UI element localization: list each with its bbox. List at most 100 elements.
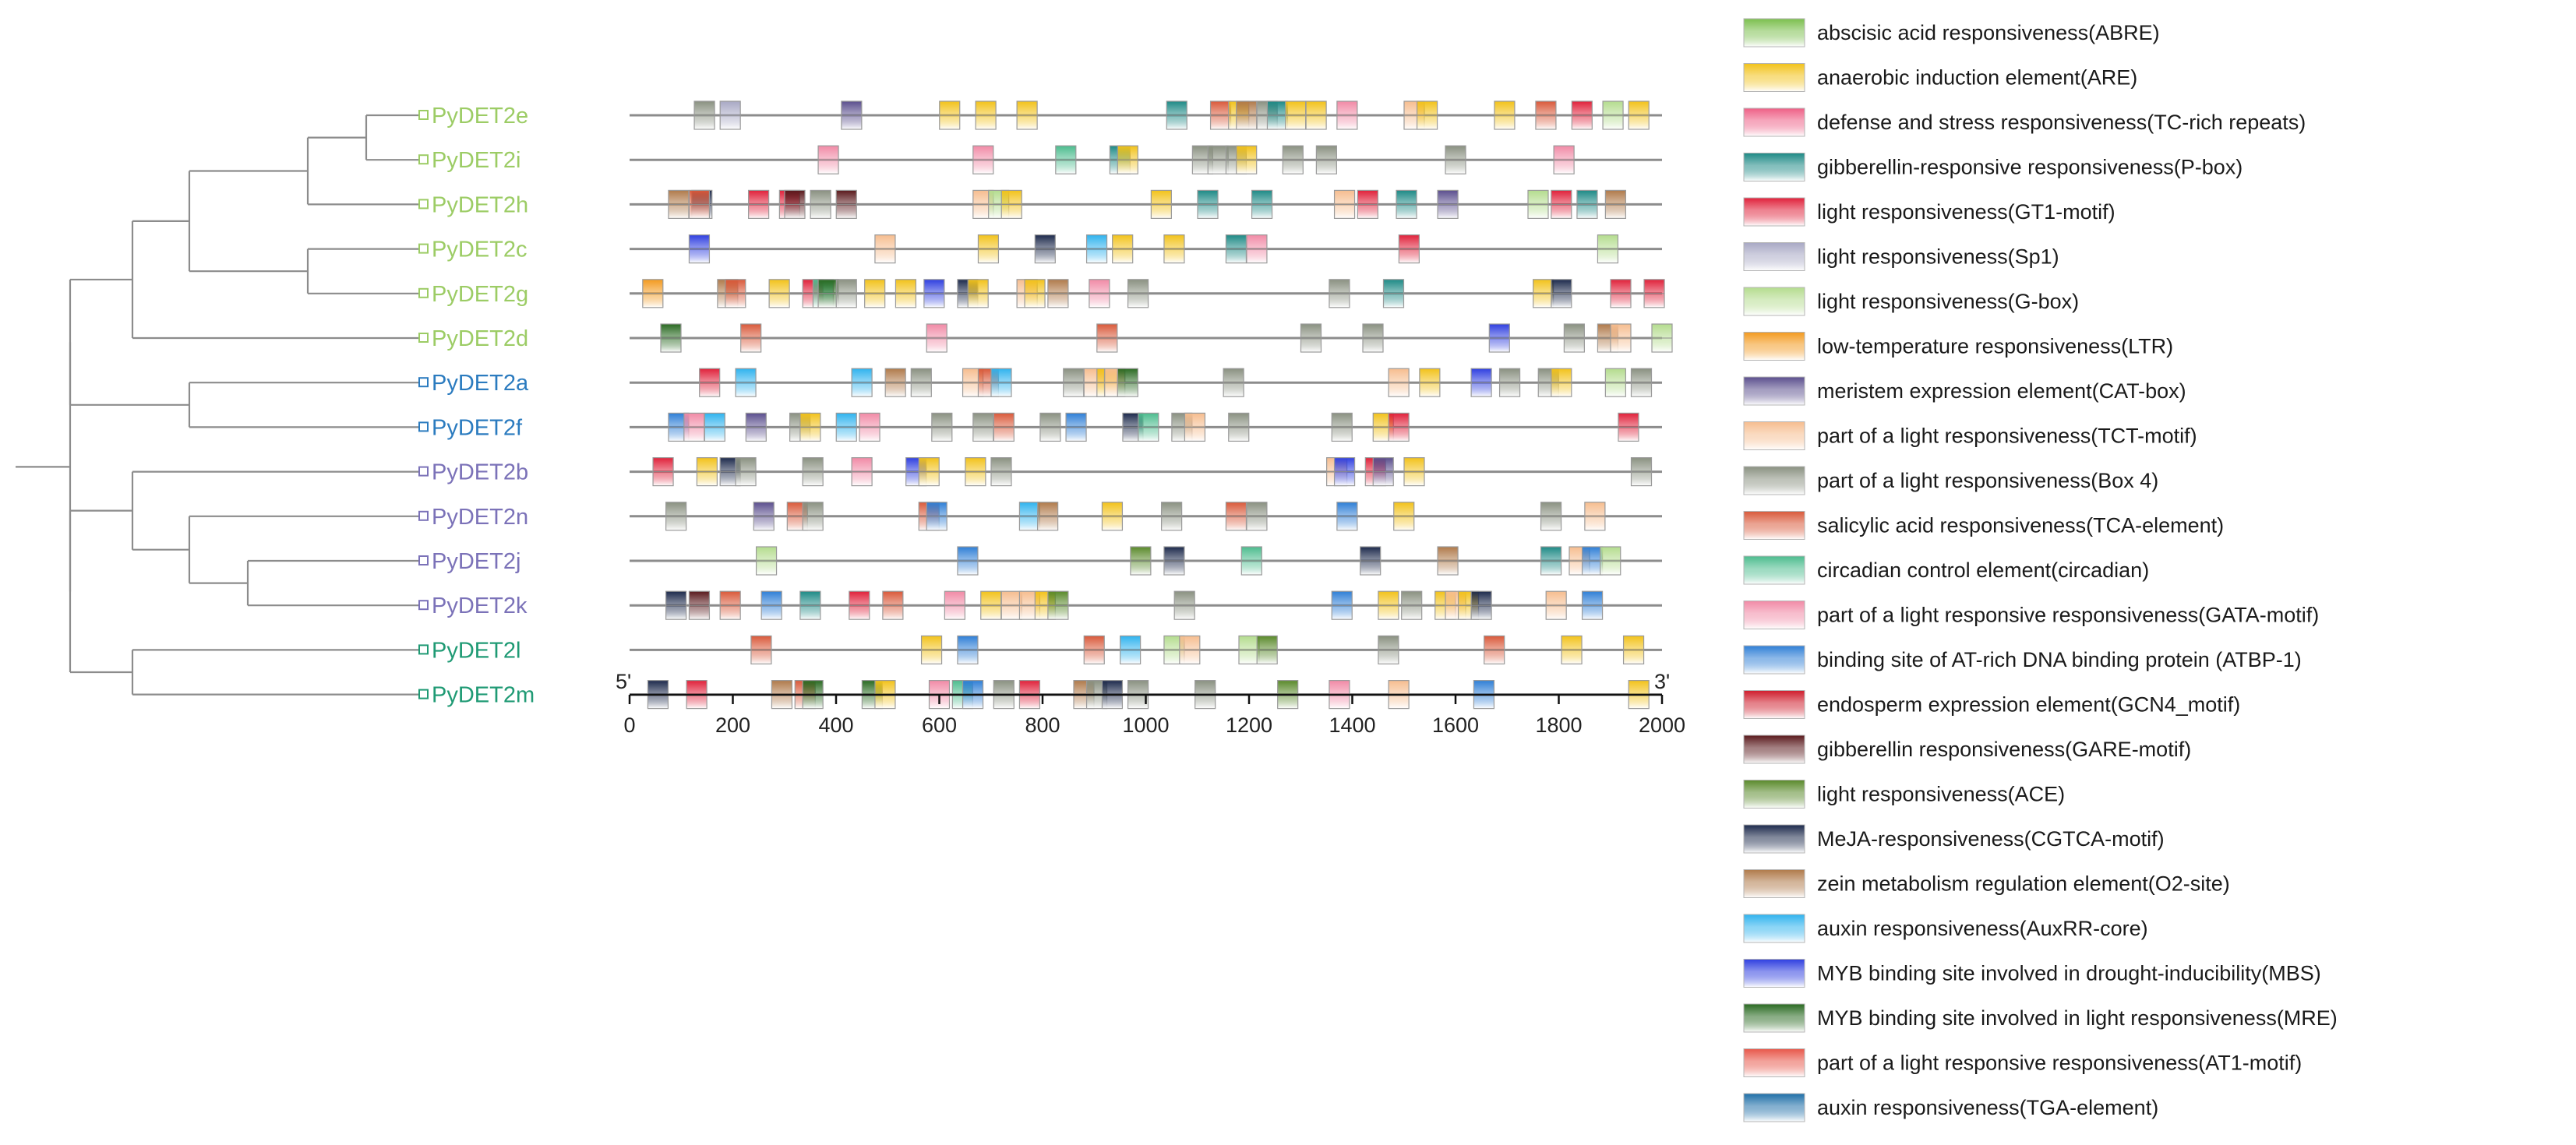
legend-item-GBOX: light responsiveness(G-box) <box>1743 287 2079 316</box>
legend-label: meristem expression element(CAT-box) <box>1817 379 2186 403</box>
legend-label: binding site of AT-rich DNA binding prot… <box>1817 648 2302 671</box>
gene-label-PyDET2h: PyDET2h <box>418 192 528 217</box>
legend-item-TCT: part of a light responsiveness(TCT-motif… <box>1743 421 2197 450</box>
leaf-marker-icon <box>418 333 429 343</box>
legend-swatch <box>1743 466 1805 495</box>
leaf-marker-icon <box>418 466 429 477</box>
leaf-marker-icon <box>418 689 429 699</box>
legend-item-CGTCA: MeJA-responsiveness(CGTCA-motif) <box>1743 824 2165 854</box>
tree-branch <box>131 649 419 696</box>
gene-name: PyDET2n <box>432 505 528 530</box>
legend-item-BOX4: part of a light responsiveness(Box 4) <box>1743 466 2158 495</box>
gene-name: PyDET2j <box>432 549 520 574</box>
tree-branch <box>306 248 419 294</box>
legend-item-ABRE: abscisic acid responsiveness(ABRE) <box>1743 18 2160 48</box>
leaf-marker-icon <box>418 287 429 298</box>
legend-swatch <box>1743 376 1805 406</box>
leaf-marker-icon <box>418 377 429 388</box>
legend-item-TCA: salicylic acid responsiveness(TCA-elemen… <box>1743 511 2224 540</box>
legend-label: light responsiveness(GT1-motif) <box>1817 200 2115 224</box>
axis-tick-label: 2000 <box>1639 713 1685 737</box>
axis-tick-label: 1400 <box>1329 713 1375 737</box>
legend-swatch <box>1743 107 1805 137</box>
gene-name: PyDET2h <box>432 192 528 217</box>
gene-label-PyDET2k: PyDET2k <box>418 594 528 618</box>
leaf-marker-icon <box>418 644 429 655</box>
gene-name: PyDET2m <box>432 683 535 708</box>
leaf-marker-icon <box>418 555 429 565</box>
leaf-marker-icon <box>418 110 429 120</box>
legend-item-MRE: MYB binding site involved in light respo… <box>1743 1003 2338 1033</box>
legend-item-GATA: part of a light responsive responsivenes… <box>1743 601 2319 629</box>
phylogenetic-tree <box>16 114 419 696</box>
legend-label: auxin responsiveness(TGA-element) <box>1817 1096 2158 1119</box>
legend-swatch <box>1743 1048 1805 1077</box>
legend-item-ACE: light responsiveness(ACE) <box>1743 780 2065 809</box>
tree-branch <box>188 515 419 584</box>
legend-label: low-temperature responsiveness(LTR) <box>1817 335 2173 358</box>
legend-item-MBS: MYB binding site involved in drought-ind… <box>1743 959 2321 988</box>
legend-swatch <box>1743 511 1805 540</box>
legend-label: salicylic acid responsiveness(TCA-elemen… <box>1817 514 2224 537</box>
legend-item-GARE: gibberellin responsiveness(GARE-motif) <box>1743 735 2191 764</box>
gene-label-PyDET2j: PyDET2j <box>418 549 520 574</box>
legend-label: endosperm expression element(GCN4_motif) <box>1817 693 2240 717</box>
position-axis: 0 200 400 600 800 1000 1200 1400 1600 1800 2000 5' 3… <box>616 670 1685 737</box>
axis-tick-label: 1600 <box>1432 713 1479 737</box>
legend-label: abscisic acid responsiveness(ABRE) <box>1817 21 2160 44</box>
legend-swatch <box>1743 690 1805 719</box>
legend-swatch <box>1743 735 1805 764</box>
legend-swatch <box>1743 914 1805 943</box>
leaf-marker-icon <box>418 154 429 165</box>
gene-label-PyDET2g: PyDET2g <box>418 282 528 307</box>
tree-branch <box>188 382 419 428</box>
tree-branch <box>246 559 419 607</box>
gene-label-PyDET2n: PyDET2n <box>418 505 528 530</box>
legend-item-AT1: part of a light responsive responsivenes… <box>1743 1048 2302 1077</box>
axis-tick-label: 0 <box>623 713 635 737</box>
gene-name: PyDET2g <box>432 282 528 307</box>
legend-label: circadian control element(circadian) <box>1817 558 2149 582</box>
legend-label: light responsiveness(ACE) <box>1817 783 2065 806</box>
legend-item-AUXRR: auxin responsiveness(AuxRR-core) <box>1743 914 2148 943</box>
legend-swatch <box>1743 1003 1805 1033</box>
legend-item-O2: zein metabolism regulation element(O2-si… <box>1743 869 2230 898</box>
legend-swatch <box>1743 287 1805 316</box>
legend-item-SP1: light responsiveness(Sp1) <box>1743 242 2059 271</box>
gene-name: PyDET2c <box>432 238 527 262</box>
axis-tick-label: 1200 <box>1226 713 1272 737</box>
legend-label: auxin responsiveness(AuxRR-core) <box>1817 917 2148 940</box>
legend-label: anaerobic induction element(ARE) <box>1817 66 2137 90</box>
legend-label: MYB binding site involved in drought-ind… <box>1817 962 2321 985</box>
legend-label: part of a light responsive responsivenes… <box>1817 1052 2302 1075</box>
gene-name: PyDET2a <box>432 371 529 396</box>
tree-branch <box>69 509 132 674</box>
gene-label-PyDET2i: PyDET2i <box>418 148 520 173</box>
legend-swatch <box>1743 1093 1805 1122</box>
legend-label: gibberellin responsiveness(GARE-motif) <box>1817 738 2191 761</box>
legend: abscisic acid responsiveness(ABRE) anaero… <box>1743 18 2338 1122</box>
legend-swatch <box>1743 197 1805 227</box>
legend-label: light responsiveness(Sp1) <box>1817 245 2059 269</box>
legend-item-GCN4: endosperm expression element(GCN4_motif) <box>1743 690 2240 719</box>
axis-tick-label: 400 <box>818 713 853 737</box>
legend-label: MYB binding site involved in light respo… <box>1817 1006 2338 1030</box>
leaf-marker-icon <box>418 199 429 210</box>
gene-name: PyDET2l <box>432 638 520 663</box>
gene-name: PyDET2f <box>432 415 523 440</box>
gene-label-PyDET2e: PyDET2e <box>418 104 528 129</box>
axis-tick-label: 1800 <box>1535 713 1582 737</box>
gene-label-PyDET2l: PyDET2l <box>418 638 520 663</box>
legend-item-ARE: anaerobic induction element(ARE) <box>1743 63 2137 92</box>
legend-swatch <box>1743 153 1805 181</box>
axis-end-label: 3' <box>1654 670 1670 693</box>
gene-label-PyDET2m: PyDET2m <box>418 683 535 708</box>
tree-branch <box>188 170 308 273</box>
legend-swatch <box>1743 645 1805 675</box>
leaf-marker-icon <box>418 510 429 521</box>
legend-swatch <box>1743 18 1805 48</box>
gene-label-PyDET2d: PyDET2d <box>418 326 528 351</box>
legend-item-LTR: low-temperature responsiveness(LTR) <box>1743 332 2173 361</box>
leaf-marker-icon <box>418 600 429 611</box>
tree-branch <box>131 470 419 551</box>
